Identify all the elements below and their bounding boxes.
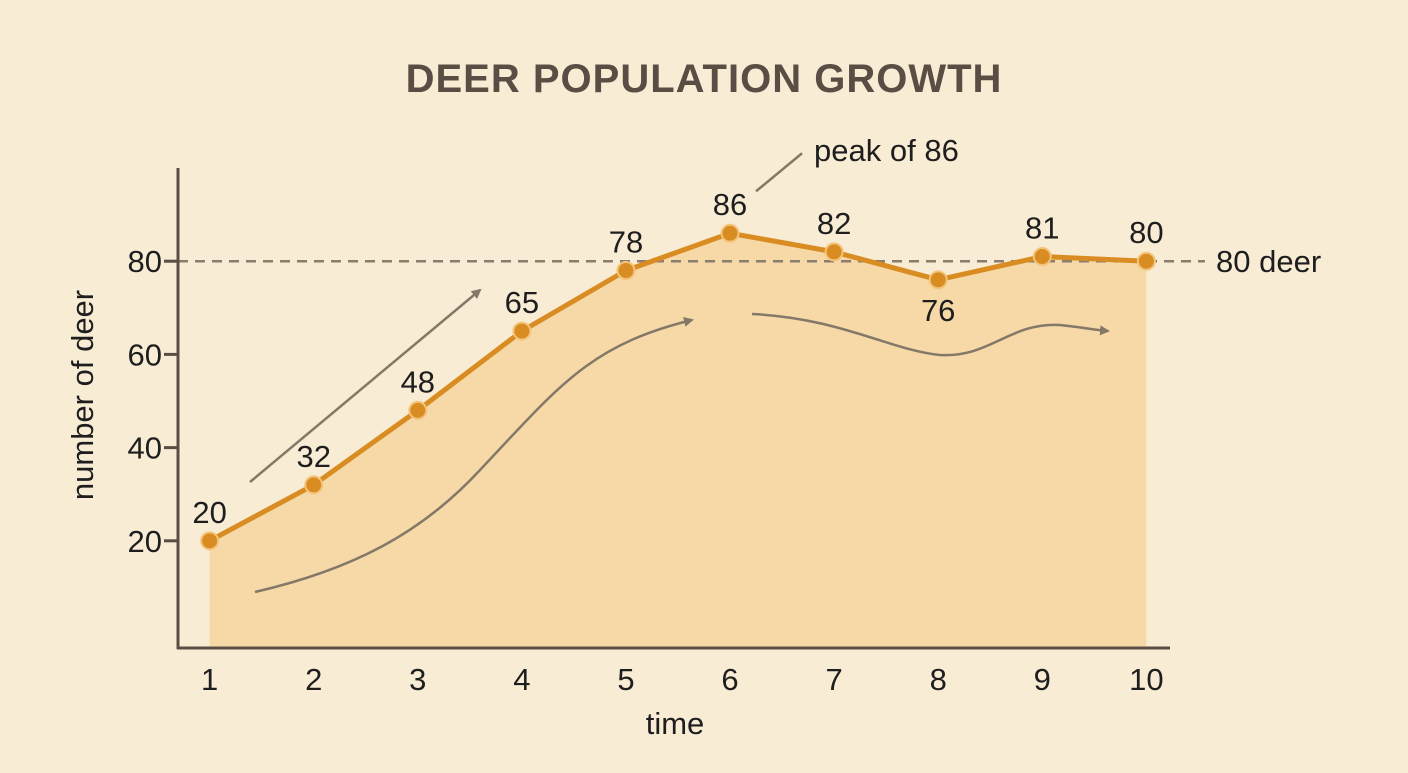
x-tick-label: 9 bbox=[1034, 662, 1051, 697]
x-tick-label: 1 bbox=[201, 662, 218, 697]
x-tick-label: 7 bbox=[825, 662, 842, 697]
data-label: 76 bbox=[921, 293, 955, 328]
data-label: 81 bbox=[1025, 211, 1059, 246]
x-tick-label: 3 bbox=[409, 662, 426, 697]
trend-arrow bbox=[254, 317, 694, 594]
x-axis-label: time bbox=[646, 706, 705, 741]
y-tick-label: 20 bbox=[128, 524, 162, 559]
data-label: 48 bbox=[401, 364, 435, 399]
data-point bbox=[304, 475, 324, 495]
data-point bbox=[1136, 251, 1156, 271]
data-point bbox=[720, 223, 740, 243]
data-point bbox=[1032, 247, 1052, 267]
y-tick-label: 60 bbox=[128, 337, 162, 372]
data-label: 20 bbox=[192, 495, 226, 530]
trend-arrow bbox=[249, 288, 482, 483]
data-point bbox=[928, 270, 948, 290]
y-tick-label: 40 bbox=[128, 431, 162, 466]
data-point bbox=[200, 531, 220, 551]
x-tick-label: 8 bbox=[930, 662, 947, 697]
series-line bbox=[207, 230, 1149, 544]
x-tick-label: 10 bbox=[1129, 662, 1163, 697]
data-point bbox=[824, 242, 844, 262]
data-label: 32 bbox=[296, 439, 330, 474]
x-tick-label: 4 bbox=[513, 662, 530, 697]
data-point bbox=[616, 261, 636, 281]
y-axis-label: number of deer bbox=[65, 290, 100, 500]
data-label: 80 bbox=[1129, 215, 1163, 250]
data-point bbox=[512, 321, 532, 341]
data-label: 82 bbox=[817, 206, 851, 241]
x-tick-label: 5 bbox=[617, 662, 634, 697]
y-tick-label: 80 bbox=[128, 244, 162, 279]
data-label: 78 bbox=[609, 225, 643, 260]
x-tick-label: 2 bbox=[305, 662, 322, 697]
x-tick-label: 6 bbox=[721, 662, 738, 697]
trend-arrow bbox=[751, 312, 1110, 357]
data-label: 65 bbox=[505, 285, 539, 320]
area-fill bbox=[209, 233, 1147, 648]
annotation-label: peak of 86 bbox=[814, 133, 959, 168]
annotation-leader-line bbox=[755, 152, 803, 193]
data-label: 86 bbox=[713, 187, 747, 222]
chart-title: DEER POPULATION GROWTH bbox=[406, 57, 1003, 101]
data-point bbox=[408, 400, 428, 420]
reference-line-label: 80 deer bbox=[1216, 244, 1321, 279]
